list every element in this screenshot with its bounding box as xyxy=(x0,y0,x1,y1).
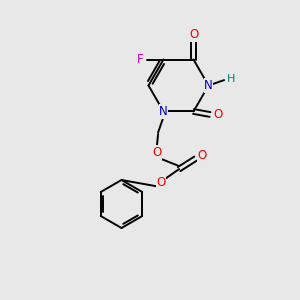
Text: H: H xyxy=(226,74,235,84)
Text: O: O xyxy=(157,176,166,189)
Text: O: O xyxy=(189,28,198,41)
Text: O: O xyxy=(213,108,222,121)
Text: N: N xyxy=(159,105,168,118)
Text: N: N xyxy=(204,79,213,92)
Text: F: F xyxy=(137,53,144,66)
Text: O: O xyxy=(152,146,161,159)
Text: O: O xyxy=(198,149,207,162)
